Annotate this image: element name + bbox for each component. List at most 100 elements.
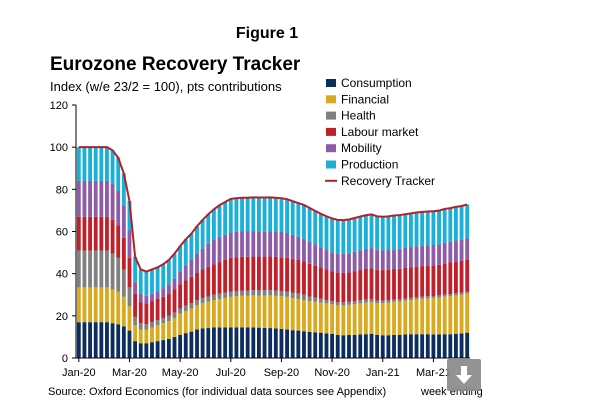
bar-segment-labour-market <box>285 257 289 292</box>
bar-segment-labour-market <box>341 272 346 303</box>
recovery-tracker-line-layer <box>78 146 468 273</box>
bar-segment-labour-market <box>150 301 154 323</box>
bar-segment-labour-market <box>99 216 104 251</box>
bar-segment-financial <box>330 304 335 334</box>
bar-segment-mobility <box>234 231 239 258</box>
bar-segment-financial <box>448 296 453 335</box>
bar-segment-labour-market <box>88 216 92 251</box>
x-tick-label: Mar-21 <box>416 367 451 379</box>
figure-label: Figure 1 <box>235 25 299 42</box>
bar-segment-labour-market <box>375 269 380 301</box>
bar-segment-mobility <box>228 232 233 258</box>
bar-segment-production <box>133 256 138 283</box>
bar-segment-health <box>228 291 233 297</box>
legend-label: Consumption <box>341 76 412 90</box>
bar-segment-financial <box>105 287 109 323</box>
bar-segment-mobility <box>93 180 98 217</box>
bar-segment-labour-market <box>234 257 239 291</box>
bar-segment-consumption <box>318 332 323 358</box>
chart-title: Eurozone Recovery Tracker <box>50 54 301 75</box>
legend-label: Mobility <box>341 141 382 155</box>
bar-segment-financial <box>195 305 199 330</box>
x-tick-label: May-20 <box>162 367 199 379</box>
bar-segment-mobility <box>330 252 335 272</box>
bar-segment-production <box>88 147 92 181</box>
bar-segment-mobility <box>414 246 419 267</box>
bar-segment-health <box>290 292 295 299</box>
bar-segment-labour-market <box>133 293 138 317</box>
bar-segment-consumption <box>369 333 374 358</box>
bar-segment-mobility <box>454 240 458 262</box>
bar-segment-financial <box>290 298 295 331</box>
bar-segment-mobility <box>465 238 470 260</box>
x-tick-label: Mar-20 <box>112 367 147 379</box>
bar-segment-production <box>397 215 402 249</box>
bar-segment-health <box>127 287 132 307</box>
bar-segment-production <box>245 197 250 232</box>
bar-segment-health <box>442 294 447 297</box>
bar-segment-consumption <box>302 331 306 358</box>
bar-segment-health <box>425 296 430 299</box>
bar-segment-mobility <box>262 231 267 257</box>
bar-segment-mobility <box>257 231 261 257</box>
bar-segment-consumption <box>178 334 183 358</box>
legend-swatch <box>326 111 336 120</box>
bar-segment-labour-market <box>465 259 470 292</box>
bar-segment-mobility <box>335 253 340 273</box>
bar-segment-financial <box>121 296 126 327</box>
bar-segment-production <box>380 216 385 251</box>
bar-segment-financial <box>138 329 143 344</box>
bar-segment-labour-market <box>217 262 222 294</box>
bar-segment-consumption <box>454 333 458 358</box>
bar-segment-labour-market <box>144 303 149 325</box>
bar-segment-mobility <box>408 247 413 268</box>
bar-segment-consumption <box>99 322 104 358</box>
bar-segment-labour-market <box>172 289 177 313</box>
bar-segment-mobility <box>166 284 171 294</box>
bar-segment-financial <box>302 300 306 332</box>
y-tick-label: 80 <box>56 184 68 196</box>
bar-segment-labour-market <box>116 225 121 258</box>
bar-segment-production <box>200 219 205 249</box>
bar-segment-mobility <box>76 180 81 217</box>
y-tick-label: 0 <box>62 353 68 365</box>
bar-segment-labour-market <box>437 264 441 296</box>
bar-segment-mobility <box>392 249 396 270</box>
bar-segment-mobility <box>105 180 109 217</box>
bar-segment-consumption <box>234 327 239 358</box>
bar-segment-production <box>138 269 143 294</box>
bar-segment-consumption <box>352 334 357 358</box>
bar-segment-consumption <box>414 334 419 358</box>
download-button[interactable] <box>447 359 481 391</box>
bar-segment-mobility <box>195 253 199 273</box>
bar-segment-health <box>420 296 425 299</box>
bar-segment-health <box>352 301 357 305</box>
bar-segment-mobility <box>110 184 115 220</box>
bar-segment-health <box>93 250 98 288</box>
bar-segment-mobility <box>183 265 188 281</box>
bar-segment-labour-market <box>93 216 98 251</box>
bar-segment-financial <box>465 293 470 333</box>
bar-segment-production <box>335 219 340 254</box>
bar-segment-consumption <box>88 322 92 358</box>
bar-segment-mobility <box>82 180 87 217</box>
bar-segment-labour-market <box>76 216 81 251</box>
x-tick-label: Nov-20 <box>314 367 349 379</box>
bar-segment-mobility <box>318 247 323 268</box>
bar-segment-financial <box>318 302 323 333</box>
bar-segment-health <box>375 300 380 304</box>
bar-segment-consumption <box>161 340 166 358</box>
bar-segment-production <box>121 173 126 206</box>
bar-segment-financial <box>341 305 346 336</box>
bar-segment-production <box>459 205 464 240</box>
bar-segment-production <box>352 218 357 252</box>
bar-segment-production <box>155 267 160 292</box>
bar-segment-mobility <box>352 251 357 272</box>
bar-segment-mobility <box>268 231 273 257</box>
bar-segment-consumption <box>82 322 87 358</box>
bar-segment-mobility <box>161 288 166 297</box>
bar-segment-health <box>105 250 109 288</box>
bar-segment-consumption <box>245 327 250 358</box>
y-tick-label: 60 <box>56 227 68 239</box>
bar-segment-production <box>116 157 121 191</box>
